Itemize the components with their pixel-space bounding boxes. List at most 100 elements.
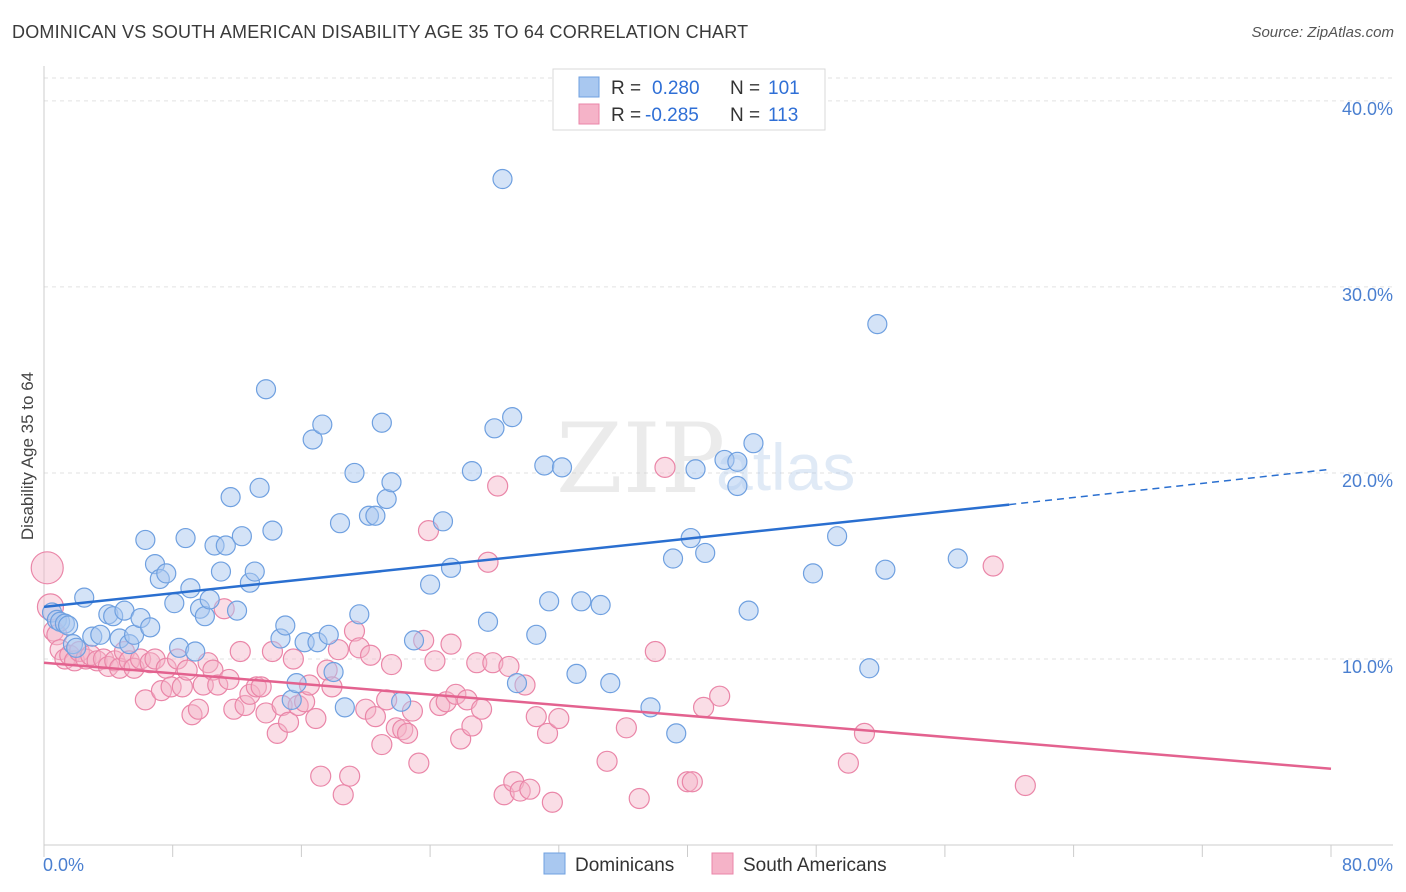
legend-r-value-1: 0.280	[652, 78, 700, 99]
dominican-point	[281, 689, 302, 711]
south-american-point	[461, 715, 483, 737]
dominican-point	[275, 615, 296, 636]
south-american-point	[160, 676, 182, 698]
south-american-point	[396, 722, 419, 744]
south-american-point	[498, 655, 520, 678]
south-american-point	[417, 520, 440, 542]
y-tick-label: 40.0%	[1342, 99, 1393, 119]
south-american-point	[440, 633, 462, 655]
south-american-point	[223, 698, 245, 720]
south-american-point	[676, 771, 699, 793]
dominican-point	[220, 487, 241, 508]
south-american-point	[30, 551, 64, 585]
legend-swatch-south-americans	[578, 103, 600, 125]
dominican-point	[859, 658, 880, 679]
south-american-point	[187, 698, 210, 720]
dominican-point	[312, 414, 333, 435]
south-american-point	[380, 653, 403, 676]
south-american-point	[644, 640, 666, 663]
dominican-point	[199, 589, 220, 610]
dominican-point	[738, 600, 759, 621]
dominican-point	[695, 542, 716, 564]
x-tick-label: 0.0%	[43, 855, 84, 875]
dominican-point	[666, 723, 687, 744]
south-american-point	[477, 551, 499, 573]
dominican-point	[180, 578, 201, 599]
bottom-legend: Dominicans South Americans	[543, 852, 887, 876]
legend-n-label-2: N =	[730, 105, 760, 126]
south-american-point	[519, 778, 541, 800]
south-american-point	[681, 771, 703, 793]
south-american-point	[364, 706, 387, 728]
south-american-point	[470, 698, 493, 720]
dominican-point	[590, 594, 611, 616]
south-american-point	[445, 683, 467, 705]
south-american-point	[709, 685, 731, 707]
dominicans-trend-line	[43, 503, 1010, 609]
y-tick-label: 30.0%	[1342, 285, 1393, 305]
legend-swatch-dominicans	[578, 76, 600, 98]
dominican-point	[727, 451, 748, 472]
dominican-point	[802, 563, 824, 584]
dominican-point	[210, 561, 232, 582]
south-american-point	[628, 787, 650, 810]
south-american-point	[408, 752, 430, 774]
dominican-point	[175, 527, 196, 549]
dominican-point	[867, 314, 888, 335]
y-tick-label: 20.0%	[1342, 471, 1393, 491]
bottom-legend-swatch-dominicans	[543, 852, 566, 875]
dominican-point	[827, 526, 848, 547]
south-american-point	[982, 555, 1004, 577]
dominican-point	[185, 641, 206, 662]
south-american-point	[181, 704, 203, 726]
dominican-point	[231, 526, 252, 547]
south-american-point	[266, 722, 288, 744]
dominican-point	[526, 624, 547, 645]
south-american-point	[282, 648, 304, 670]
dominican-point	[440, 557, 462, 578]
dominican-point	[323, 661, 344, 683]
south-american-point	[1014, 774, 1036, 797]
dominican-point	[947, 548, 968, 569]
south-american-point	[541, 791, 563, 813]
y-tick-label: 10.0%	[1342, 657, 1393, 677]
south-americans-trend-line	[43, 661, 1332, 770]
dominican-point	[534, 455, 555, 476]
dominican-point	[566, 663, 587, 684]
south-american-point	[327, 639, 350, 661]
dominican-point	[262, 520, 283, 541]
dominican-point	[391, 691, 412, 712]
dominican-point	[164, 593, 185, 614]
south-american-point	[348, 637, 370, 659]
dominican-point	[662, 548, 684, 569]
south-american-point	[837, 752, 859, 774]
dominican-point	[376, 488, 397, 510]
dominican-point	[600, 673, 621, 694]
dominican-point	[244, 561, 265, 582]
bottom-legend-label-south-americans: South Americans	[743, 855, 887, 876]
dominican-point	[727, 475, 748, 497]
dominican-point	[484, 418, 505, 439]
dominican-point	[66, 637, 87, 658]
south-american-point	[339, 765, 361, 787]
dominican-point	[365, 505, 386, 526]
south-american-point	[245, 676, 267, 698]
south-american-point	[466, 652, 488, 674]
legend-n-value-1: 101	[768, 78, 800, 99]
dominican-point	[381, 472, 402, 493]
dominican-point	[135, 529, 156, 551]
south-american-point	[654, 456, 676, 478]
trend-lines	[43, 468, 1332, 770]
south-american-point	[305, 707, 327, 730]
dominican-point	[502, 407, 523, 428]
x-tick-label: 80.0%	[1342, 855, 1393, 875]
dominican-point	[329, 513, 351, 534]
south-american-point	[536, 722, 559, 744]
dominican-point	[875, 559, 896, 580]
south-american-point	[482, 652, 504, 674]
dominican-point	[90, 624, 111, 645]
dominican-point	[506, 673, 528, 694]
dominican-point	[477, 611, 499, 632]
dominican-point	[420, 574, 441, 595]
